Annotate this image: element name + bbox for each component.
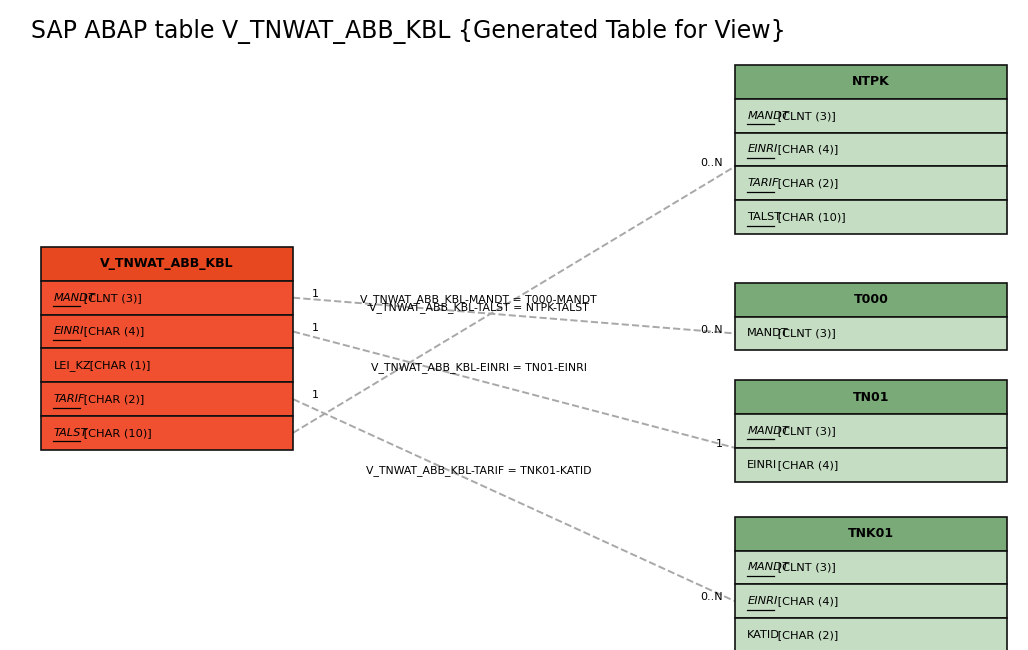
- Text: MANDT: MANDT: [747, 562, 790, 573]
- Text: V_TNWAT_ABB_KBL: V_TNWAT_ABB_KBL: [101, 257, 233, 270]
- Text: NTPK: NTPK: [852, 75, 890, 88]
- Text: EINRI: EINRI: [53, 326, 84, 337]
- Text: [CLNT (3)]: [CLNT (3)]: [774, 111, 836, 121]
- Bar: [735, 584, 1007, 618]
- Text: T000: T000: [854, 293, 888, 306]
- Bar: [41, 416, 293, 450]
- Text: LEI_KZ: LEI_KZ: [53, 360, 91, 370]
- Text: [CHAR (2)]: [CHAR (2)]: [774, 630, 839, 640]
- Text: V_TNWAT_ABB_KBL-TALST = NTPK-TALST: V_TNWAT_ABB_KBL-TALST = NTPK-TALST: [369, 302, 588, 313]
- Text: MANDT: MANDT: [747, 328, 790, 339]
- Bar: [735, 551, 1007, 584]
- Text: 1: 1: [311, 289, 319, 299]
- Text: [CHAR (4)]: [CHAR (4)]: [80, 326, 144, 337]
- Text: [CHAR (10)]: [CHAR (10)]: [774, 212, 846, 222]
- Text: 1: 1: [311, 390, 319, 400]
- Text: EINRI: EINRI: [747, 596, 778, 606]
- Text: V_TNWAT_ABB_KBL-TARIF = TNK01-KATID: V_TNWAT_ABB_KBL-TARIF = TNK01-KATID: [366, 465, 591, 476]
- Bar: [41, 348, 293, 382]
- Text: EINRI: EINRI: [747, 460, 777, 470]
- Bar: [41, 281, 293, 315]
- Text: TALST: TALST: [747, 212, 781, 222]
- Text: TARIF: TARIF: [747, 178, 779, 188]
- Text: MANDT: MANDT: [53, 292, 96, 303]
- Bar: [735, 414, 1007, 448]
- Text: [CHAR (4)]: [CHAR (4)]: [774, 460, 839, 470]
- Text: [CHAR (10)]: [CHAR (10)]: [80, 428, 152, 438]
- Text: [CHAR (4)]: [CHAR (4)]: [774, 596, 839, 606]
- Bar: [41, 382, 293, 416]
- Text: TN01: TN01: [853, 391, 889, 404]
- Text: 0..N: 0..N: [700, 592, 723, 603]
- Bar: [41, 315, 293, 348]
- Bar: [735, 517, 1007, 551]
- Text: TALST: TALST: [53, 428, 87, 438]
- Bar: [735, 166, 1007, 200]
- Text: [CHAR (2)]: [CHAR (2)]: [80, 394, 144, 404]
- Text: [CLNT (3)]: [CLNT (3)]: [774, 426, 836, 436]
- Text: MANDT: MANDT: [747, 426, 790, 436]
- Text: KATID: KATID: [747, 630, 780, 640]
- Text: 1: 1: [311, 322, 319, 333]
- Bar: [735, 317, 1007, 350]
- Text: 1: 1: [715, 439, 723, 449]
- Text: MANDT: MANDT: [747, 111, 790, 121]
- Bar: [735, 200, 1007, 234]
- Bar: [735, 99, 1007, 133]
- Text: [CLNT (3)]: [CLNT (3)]: [774, 562, 836, 573]
- Text: V_TNWAT_ABB_KBL-EINRI = TN01-EINRI: V_TNWAT_ABB_KBL-EINRI = TN01-EINRI: [371, 361, 587, 372]
- Text: [CHAR (1)]: [CHAR (1)]: [85, 360, 150, 370]
- Text: [CLNT (3)]: [CLNT (3)]: [774, 328, 836, 339]
- Text: [CLNT (3)]: [CLNT (3)]: [80, 292, 142, 303]
- Text: 0..N: 0..N: [700, 324, 723, 335]
- Text: 0..N: 0..N: [700, 157, 723, 168]
- Bar: [735, 65, 1007, 99]
- Bar: [735, 283, 1007, 317]
- Text: TNK01: TNK01: [848, 527, 894, 540]
- Text: SAP ABAP table V_TNWAT_ABB_KBL {Generated Table for View}: SAP ABAP table V_TNWAT_ABB_KBL {Generate…: [31, 20, 785, 44]
- Bar: [735, 133, 1007, 166]
- Text: EINRI: EINRI: [747, 144, 778, 155]
- Text: V_TNWAT_ABB_KBL-MANDT = T000-MANDT: V_TNWAT_ABB_KBL-MANDT = T000-MANDT: [361, 294, 597, 305]
- Text: [CHAR (4)]: [CHAR (4)]: [774, 144, 839, 155]
- Bar: [735, 618, 1007, 650]
- Bar: [735, 448, 1007, 482]
- Text: TARIF: TARIF: [53, 394, 85, 404]
- Bar: [735, 380, 1007, 414]
- Bar: [41, 247, 293, 281]
- Text: [CHAR (2)]: [CHAR (2)]: [774, 178, 839, 188]
